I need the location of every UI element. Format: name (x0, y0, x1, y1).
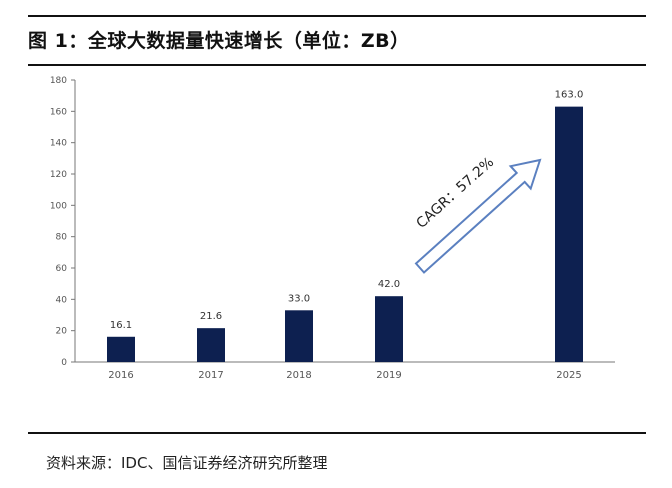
bar-value-label: 42.0 (378, 279, 400, 290)
bar-value-label: 16.1 (110, 320, 132, 331)
x-tick-label: 2017 (198, 370, 223, 381)
source-note: 资料来源：IDC、国信证券经济研究所整理 (46, 454, 328, 472)
x-tick-label: 2018 (286, 370, 311, 381)
y-tick-label: 100 (50, 201, 67, 211)
x-tick-label: 2025 (556, 370, 581, 381)
figure-title: 图 1：全球大数据量快速增长（单位：ZB） (28, 30, 410, 52)
title-rule (28, 64, 646, 66)
cagr-annotation: CAGR：57.2% (413, 154, 497, 232)
y-tick-label: 0 (61, 358, 67, 368)
bar (555, 106, 583, 362)
y-tick-label: 20 (56, 327, 68, 337)
y-tick-label: 160 (50, 107, 67, 117)
bar-value-label: 33.0 (288, 293, 310, 304)
x-tick-label: 2019 (376, 370, 401, 381)
top-rule (28, 15, 646, 17)
x-tick-label: 2016 (108, 370, 133, 381)
y-tick-label: 40 (56, 295, 68, 305)
bar (107, 336, 135, 362)
y-tick-label: 120 (50, 170, 67, 180)
bottom-rule (28, 432, 646, 434)
y-tick-label: 80 (56, 233, 68, 243)
bar (375, 296, 403, 362)
cagr-arrow-icon (414, 158, 542, 274)
bar-value-label: 21.6 (200, 311, 222, 322)
bar-value-label: 163.0 (555, 90, 584, 101)
y-tick-label: 60 (56, 264, 68, 274)
bar (197, 328, 225, 362)
y-tick-label: 180 (50, 76, 67, 86)
y-tick-label: 140 (50, 139, 67, 149)
bar (285, 310, 313, 362)
